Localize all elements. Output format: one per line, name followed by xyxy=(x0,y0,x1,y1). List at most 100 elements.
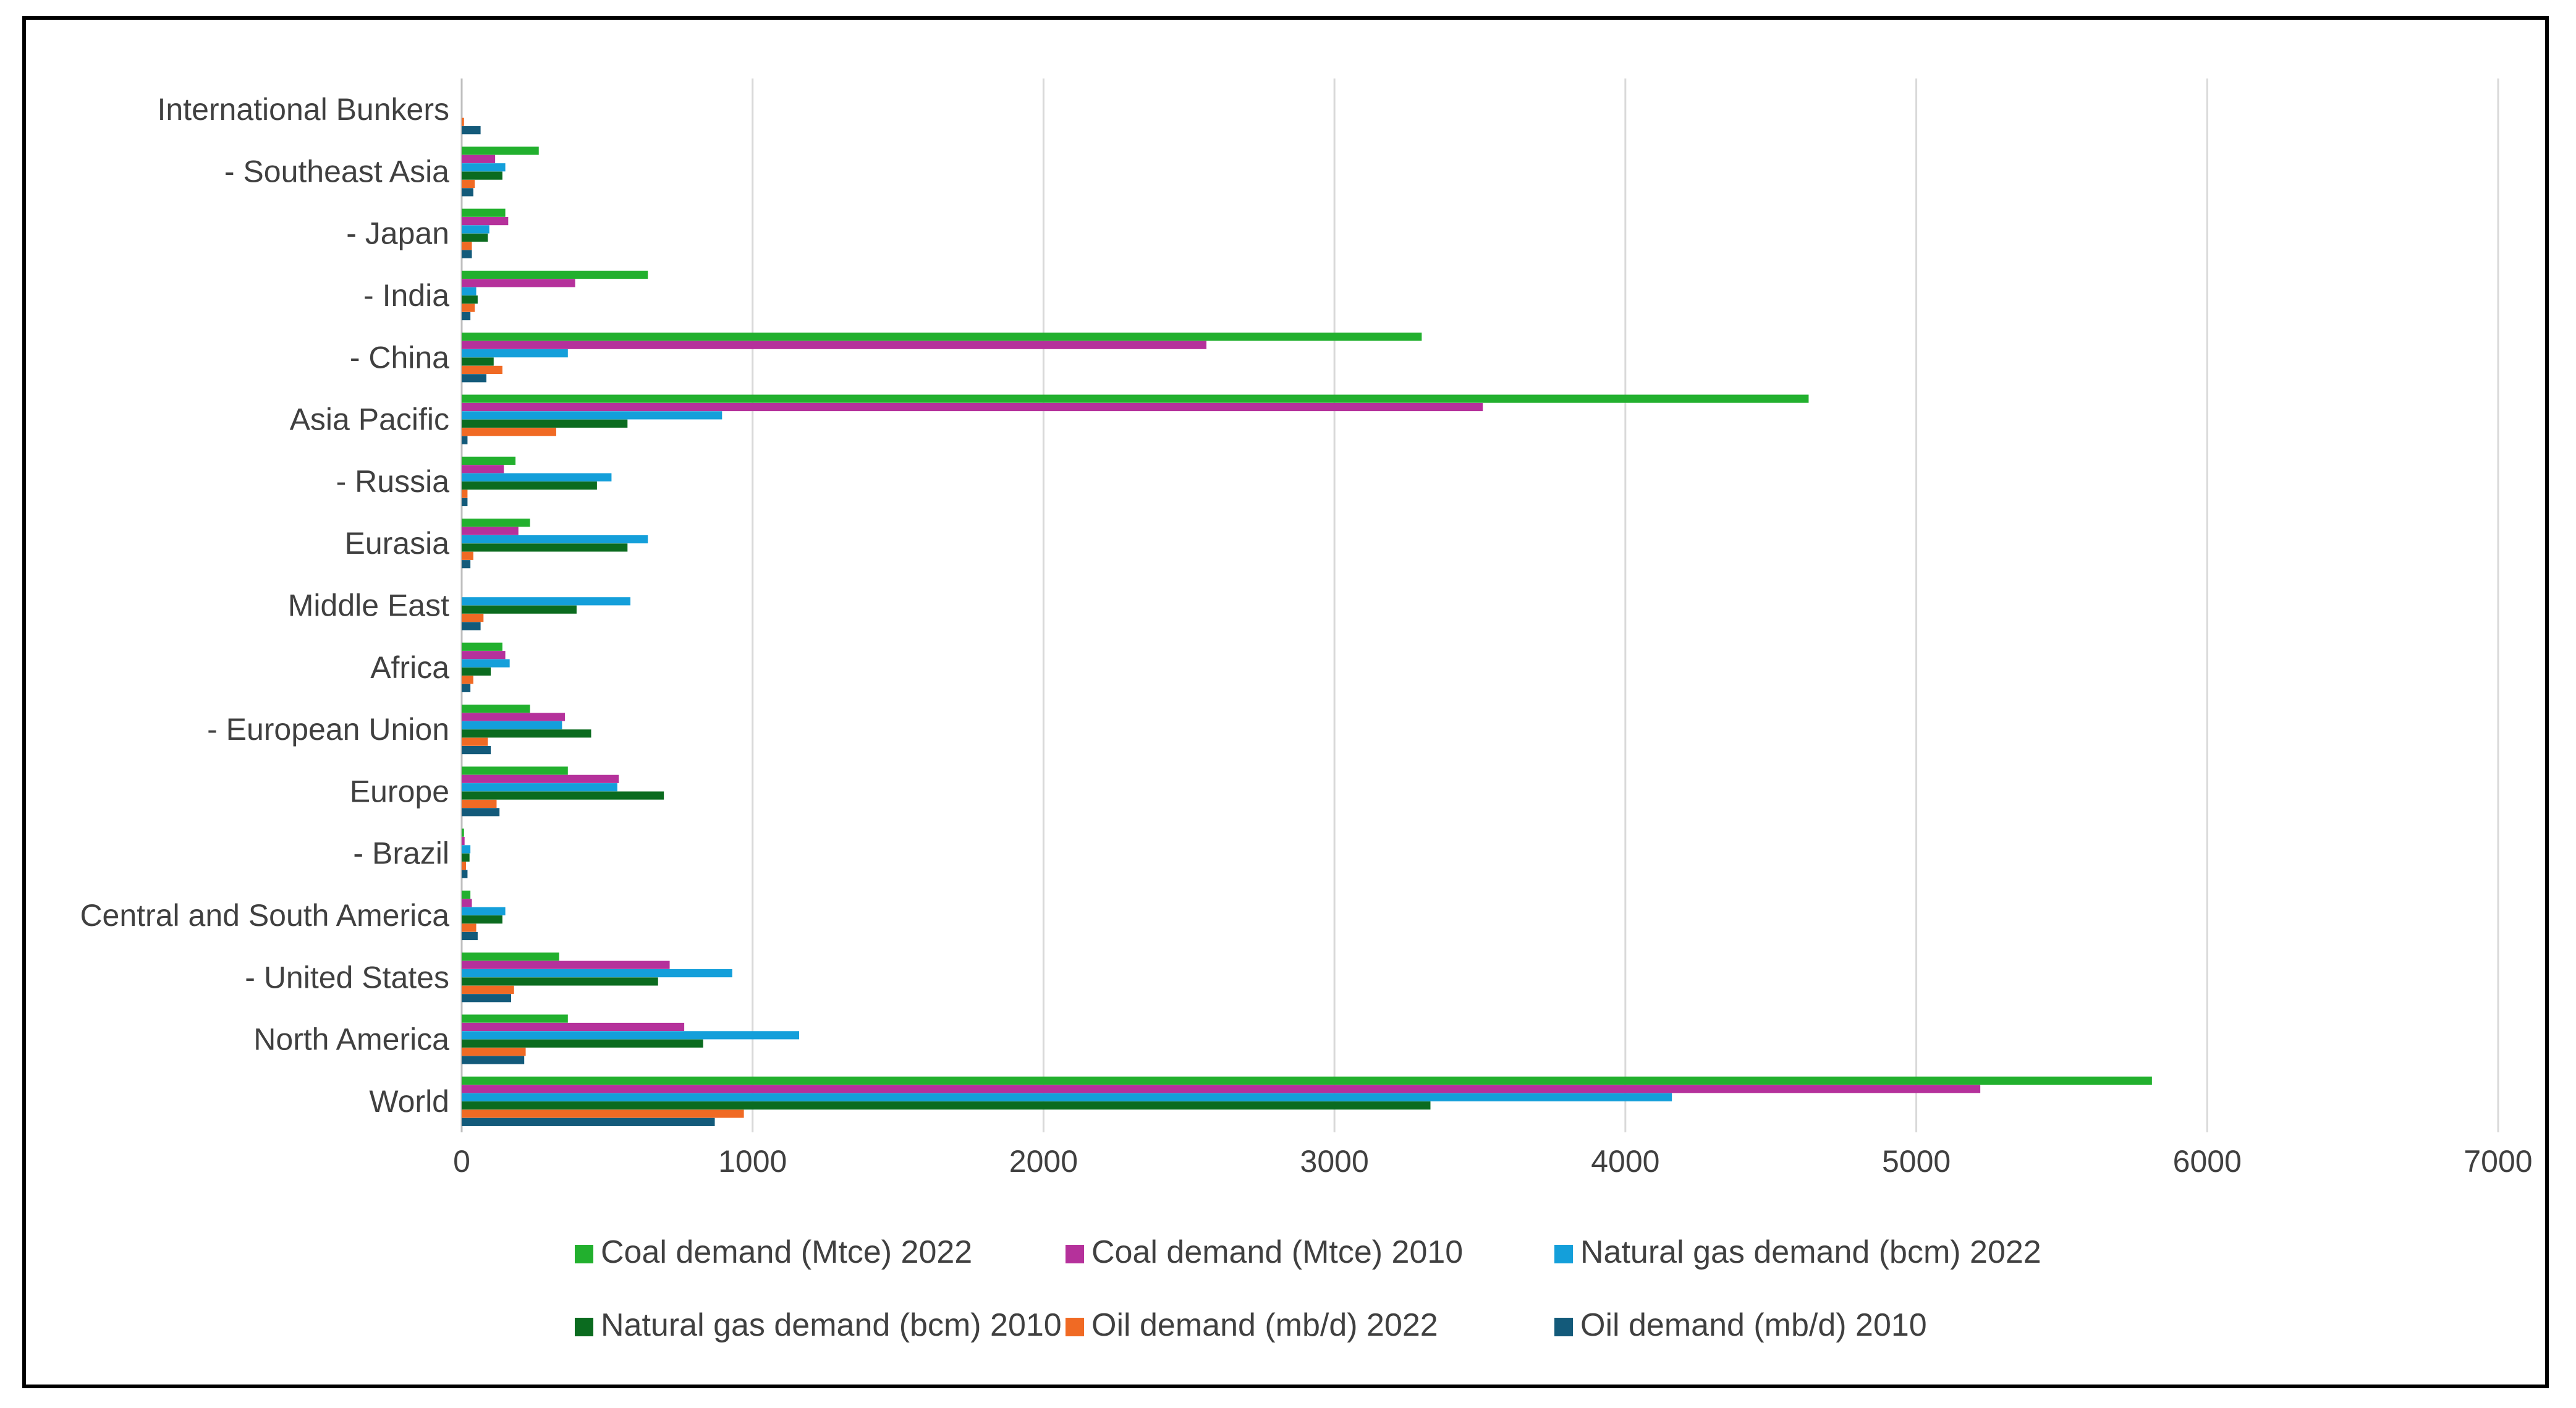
category-label-europe: Europe xyxy=(350,774,449,808)
bar-asia-pacific-oil-demand-mb-d-2022 xyxy=(462,428,556,436)
x-tick-labels: 0 1000 2000 3000 4000 5000 6000 7000 xyxy=(453,1144,2533,1179)
bar-united-states-coal-demand-mtce-2010 xyxy=(462,961,670,969)
bar-international-bunkers-oil-demand-mb-d-2010 xyxy=(462,126,481,135)
bar-united-states-oil-demand-mb-d-2022 xyxy=(462,985,514,994)
category-label-china: - China xyxy=(350,340,449,375)
bar-european-union-oil-demand-mb-d-2022 xyxy=(462,737,488,746)
x-tick-label: 4000 xyxy=(1591,1144,1659,1179)
bar-southeast-asia-oil-demand-mb-d-2022 xyxy=(462,179,475,189)
bar-china-oil-demand-mb-d-2010 xyxy=(462,374,487,383)
bar-japan-natural-gas-demand-bcm-2010 xyxy=(462,233,488,242)
bar-japan-oil-demand-mb-d-2010 xyxy=(462,250,472,258)
bar-japan-coal-demand-mtce-2022 xyxy=(462,208,506,217)
legend-swatch xyxy=(575,1318,593,1336)
bar-africa-oil-demand-mb-d-2022 xyxy=(462,676,473,684)
bar-eurasia-oil-demand-mb-d-2022 xyxy=(462,551,473,560)
bar-india-natural-gas-demand-bcm-2022 xyxy=(462,287,477,295)
legend-swatch xyxy=(1554,1245,1573,1263)
bar-india-oil-demand-mb-d-2022 xyxy=(462,303,475,312)
legend-item-oil-demand-mb-d-2010: Oil demand (mb/d) 2010 xyxy=(1554,1307,1927,1343)
x-tick-label: 7000 xyxy=(2464,1144,2532,1179)
x-tick-label: 6000 xyxy=(2173,1144,2242,1179)
x-tick-label: 3000 xyxy=(1300,1144,1369,1179)
bar-united-states-oil-demand-mb-d-2010 xyxy=(462,994,512,1003)
bar-brazil-natural-gas-demand-bcm-2022 xyxy=(462,845,471,854)
bar-central-and-south-america-natural-gas-demand-bcm-2010 xyxy=(462,915,502,924)
bar-brazil-coal-demand-mtce-2010 xyxy=(462,836,465,846)
bar-north-america-oil-demand-mb-d-2022 xyxy=(462,1048,526,1056)
bar-africa-natural-gas-demand-bcm-2010 xyxy=(462,667,491,676)
bar-united-states-natural-gas-demand-bcm-2022 xyxy=(462,969,732,978)
bar-europe-coal-demand-mtce-2022 xyxy=(462,766,568,775)
category-label-north-america: North America xyxy=(253,1022,449,1057)
legend-swatch xyxy=(1066,1318,1084,1336)
legend-label: Oil demand (mb/d) 2010 xyxy=(1580,1307,1927,1343)
bar-southeast-asia-oil-demand-mb-d-2010 xyxy=(462,188,473,197)
gridlines xyxy=(460,78,2499,1132)
bar-southeast-asia-coal-demand-mtce-2010 xyxy=(462,155,496,163)
category-label-world: World xyxy=(369,1084,449,1119)
bar-asia-pacific-natural-gas-demand-bcm-2022 xyxy=(462,411,722,420)
legend-item-natural-gas-demand-bcm-2010: Natural gas demand (bcm) 2010 xyxy=(575,1307,1062,1343)
bar-europe-oil-demand-mb-d-2010 xyxy=(462,808,500,816)
legend-swatch xyxy=(575,1245,593,1263)
bar-european-union-oil-demand-mb-d-2010 xyxy=(462,745,491,755)
bar-united-states-natural-gas-demand-bcm-2010 xyxy=(462,977,658,986)
bar-europe-natural-gas-demand-bcm-2022 xyxy=(462,783,617,792)
bar-china-coal-demand-mtce-2010 xyxy=(462,341,1207,349)
category-label-central-and-south-america: Central and South America xyxy=(80,898,449,933)
category-label-africa: Africa xyxy=(370,650,449,685)
bar-africa-coal-demand-mtce-2022 xyxy=(462,642,502,651)
bar-eurasia-coal-demand-mtce-2010 xyxy=(462,527,519,535)
bar-world-oil-demand-mb-d-2022 xyxy=(462,1109,744,1118)
bar-north-america-oil-demand-mb-d-2010 xyxy=(462,1056,525,1064)
bar-russia-natural-gas-demand-bcm-2022 xyxy=(462,473,612,481)
bar-africa-oil-demand-mb-d-2010 xyxy=(462,684,471,692)
legend-item-oil-demand-mb-d-2022: Oil demand (mb/d) 2022 xyxy=(1066,1307,1438,1343)
bar-brazil-natural-gas-demand-bcm-2010 xyxy=(462,853,470,862)
bar-north-america-natural-gas-demand-bcm-2022 xyxy=(462,1031,800,1040)
category-label-asia-pacific: Asia Pacific xyxy=(290,402,449,437)
x-tick-label: 5000 xyxy=(1882,1144,1951,1179)
bar-japan-oil-demand-mb-d-2022 xyxy=(462,242,472,250)
legend-label: Coal demand (Mtce) 2022 xyxy=(601,1234,972,1270)
bar-world-natural-gas-demand-bcm-2010 xyxy=(462,1101,1431,1110)
bar-russia-coal-demand-mtce-2010 xyxy=(462,465,504,473)
bar-russia-oil-demand-mb-d-2022 xyxy=(462,490,468,498)
bar-europe-oil-demand-mb-d-2022 xyxy=(462,799,497,808)
category-label-eurasia: Eurasia xyxy=(344,526,449,561)
bar-middle-east-natural-gas-demand-bcm-2010 xyxy=(462,605,577,614)
bar-japan-natural-gas-demand-bcm-2022 xyxy=(462,225,489,234)
category-label-brazil: - Brazil xyxy=(353,836,449,871)
bar-europe-natural-gas-demand-bcm-2010 xyxy=(462,791,664,800)
legend-swatch xyxy=(1554,1318,1573,1336)
legend-item-coal-demand-mtce-2022: Coal demand (Mtce) 2022 xyxy=(575,1234,972,1270)
legend-swatch xyxy=(1066,1245,1084,1263)
legend: Coal demand (Mtce) 2022 Coal demand (Mtce… xyxy=(575,1234,2041,1343)
bar-world-coal-demand-mtce-2022 xyxy=(462,1076,2152,1085)
bar-china-coal-demand-mtce-2022 xyxy=(462,333,1422,341)
bar-european-union-coal-demand-mtce-2022 xyxy=(462,704,530,713)
bar-india-oil-demand-mb-d-2010 xyxy=(462,312,471,321)
bar-middle-east-natural-gas-demand-bcm-2022 xyxy=(462,597,631,606)
bar-united-states-coal-demand-mtce-2022 xyxy=(462,952,559,961)
legend-label: Oil demand (mb/d) 2022 xyxy=(1091,1307,1438,1343)
bar-middle-east-oil-demand-mb-d-2010 xyxy=(462,622,481,630)
bar-india-natural-gas-demand-bcm-2010 xyxy=(462,295,478,304)
bar-russia-oil-demand-mb-d-2010 xyxy=(462,498,468,507)
bar-european-union-natural-gas-demand-bcm-2022 xyxy=(462,721,562,729)
category-label-middle-east: Middle East xyxy=(288,588,449,623)
bar-southeast-asia-natural-gas-demand-bcm-2010 xyxy=(462,171,502,180)
bar-africa-natural-gas-demand-bcm-2022 xyxy=(462,659,510,668)
bar-north-america-natural-gas-demand-bcm-2010 xyxy=(462,1039,703,1048)
bar-russia-coal-demand-mtce-2022 xyxy=(462,456,516,465)
bar-world-natural-gas-demand-bcm-2022 xyxy=(462,1093,1672,1101)
category-label-india: - India xyxy=(363,278,449,313)
bar-eurasia-natural-gas-demand-bcm-2022 xyxy=(462,535,648,544)
bar-brazil-oil-demand-mb-d-2010 xyxy=(462,870,468,878)
bar-eurasia-coal-demand-mtce-2022 xyxy=(462,519,530,527)
category-labels: International Bunkers - Southeast Asia - J… xyxy=(80,92,449,1119)
bar-north-america-coal-demand-mtce-2010 xyxy=(462,1022,685,1032)
chart-frame: International Bunkers - Southeast Asia - J… xyxy=(22,16,2549,1388)
bar-eurasia-oil-demand-mb-d-2010 xyxy=(462,560,471,569)
